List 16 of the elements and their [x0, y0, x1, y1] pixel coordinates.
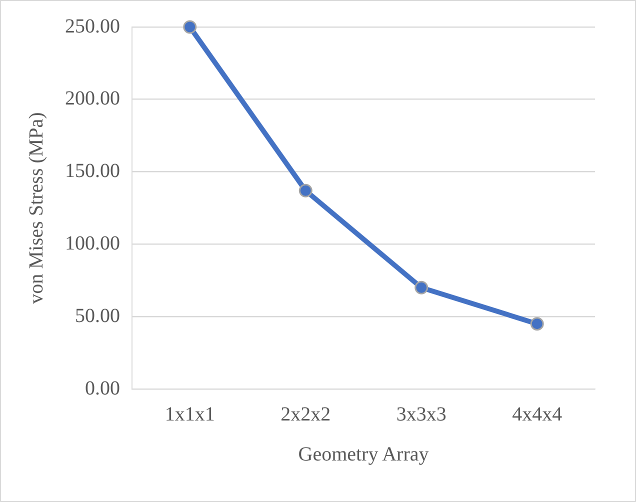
- y-tick-label: 200.00: [65, 88, 120, 110]
- x-tick-label: 1x1x1: [164, 403, 215, 426]
- point: [183, 20, 197, 34]
- y-tick-label: 50.00: [75, 304, 120, 327]
- point: [298, 184, 312, 198]
- x-tick-label: 3x3x3: [396, 403, 446, 426]
- y-tick-label: 150.00: [65, 160, 120, 182]
- y-tick-label: 250.00: [65, 15, 120, 38]
- point: [414, 280, 428, 294]
- x-tick-label: 4x4x4: [512, 403, 562, 426]
- y-axis-title: von Mises Stress (MPa): [25, 112, 48, 304]
- y-tick-label: 0.00: [85, 377, 120, 400]
- y-tick-label: 100.00: [65, 232, 120, 254]
- x-tick-label: 2x2x2: [280, 403, 331, 426]
- point: [530, 317, 544, 331]
- x-axis-title: Geometry Array: [298, 443, 429, 466]
